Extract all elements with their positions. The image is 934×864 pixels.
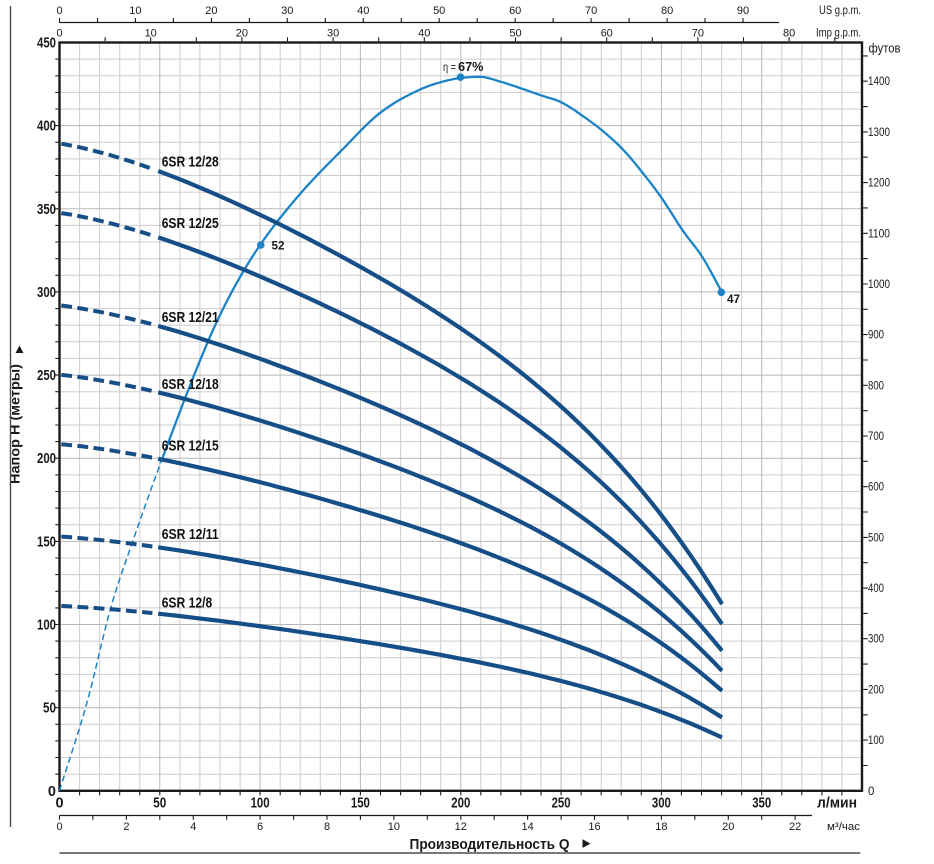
svg-text:90: 90 [737,5,749,17]
svg-text:300: 300 [37,285,56,301]
svg-text:12: 12 [455,821,467,833]
svg-text:14: 14 [521,821,533,833]
svg-text:70: 70 [585,5,597,17]
svg-text:400: 400 [868,583,884,595]
svg-text:100: 100 [251,796,270,812]
svg-text:1300: 1300 [868,127,890,139]
svg-text:20: 20 [722,821,734,833]
svg-text:6SR 12/25: 6SR 12/25 [162,216,219,232]
svg-text:1400: 1400 [868,76,890,88]
svg-text:47: 47 [727,292,740,306]
svg-text:60: 60 [601,28,613,40]
svg-text:2: 2 [123,821,129,833]
svg-text:6: 6 [257,821,263,833]
svg-text:1100: 1100 [868,228,890,240]
svg-text:150: 150 [37,534,56,550]
svg-text:0: 0 [868,786,874,798]
svg-text:50: 50 [43,701,56,717]
svg-text:900: 900 [868,330,884,342]
svg-text:450: 450 [37,36,56,52]
svg-text:6SR 12/28: 6SR 12/28 [162,154,219,170]
svg-text:350: 350 [752,796,771,812]
svg-text:0: 0 [56,28,62,40]
svg-text:800: 800 [868,380,884,392]
svg-text:16: 16 [588,821,600,833]
svg-text:100: 100 [37,618,56,634]
svg-text:0: 0 [55,796,63,812]
svg-text:0: 0 [56,5,62,17]
svg-text:30: 30 [327,28,339,40]
svg-text:4: 4 [190,821,196,833]
svg-text:Напор H (метры): Напор H (метры) [8,364,23,484]
svg-text:50: 50 [509,28,521,40]
svg-text:0: 0 [56,821,62,833]
svg-text:US g.p.m.: US g.p.m. [819,5,861,17]
svg-text:22: 22 [789,821,801,833]
svg-text:50: 50 [433,5,445,17]
svg-text:6SR 12/15: 6SR 12/15 [162,438,219,454]
svg-text:0: 0 [48,784,56,800]
svg-text:80: 80 [783,28,795,40]
svg-text:л/мин: л/мин [817,796,857,812]
svg-text:Производительность Q: Производительность Q [410,836,570,853]
svg-text:600: 600 [868,482,884,494]
svg-text:Imp g.p.m.: Imp g.p.m. [816,28,861,40]
svg-text:1000: 1000 [868,279,890,291]
svg-text:40: 40 [418,28,430,40]
svg-text:500: 500 [868,532,884,544]
svg-text:700: 700 [868,431,884,443]
svg-text:30: 30 [281,5,293,17]
svg-text:50: 50 [153,796,166,812]
svg-text:20: 20 [205,5,217,17]
svg-text:350: 350 [37,202,56,218]
svg-text:1200: 1200 [868,178,890,190]
svg-text:80: 80 [661,5,673,17]
svg-text:67%: 67% [458,60,484,74]
svg-text:150: 150 [351,796,370,812]
svg-text:8: 8 [324,821,330,833]
svg-text:6SR 12/11: 6SR 12/11 [162,527,219,543]
svg-text:60: 60 [509,5,521,17]
svg-text:200: 200 [37,451,56,467]
svg-text:18: 18 [655,821,667,833]
svg-text:20: 20 [236,28,248,40]
svg-text:10: 10 [388,821,400,833]
svg-text:52: 52 [272,239,285,253]
svg-text:200: 200 [451,796,470,812]
svg-text:400: 400 [37,119,56,135]
svg-text:футов: футов [869,41,901,56]
svg-text:250: 250 [37,368,56,384]
svg-text:250: 250 [552,796,571,812]
svg-text:300: 300 [652,796,671,812]
svg-text:6SR 12/8: 6SR 12/8 [162,595,213,611]
svg-text:40: 40 [357,5,369,17]
svg-text:200: 200 [868,684,884,696]
svg-text:300: 300 [868,634,884,646]
svg-text:η =: η = [443,60,456,74]
svg-text:100: 100 [868,735,884,747]
svg-text:10: 10 [145,28,157,40]
svg-text:10: 10 [129,5,141,17]
svg-text:70: 70 [692,28,704,40]
svg-text:м³/час: м³/час [827,821,861,833]
svg-text:6SR 12/21: 6SR 12/21 [162,310,219,326]
svg-text:6SR 12/18: 6SR 12/18 [162,377,219,393]
